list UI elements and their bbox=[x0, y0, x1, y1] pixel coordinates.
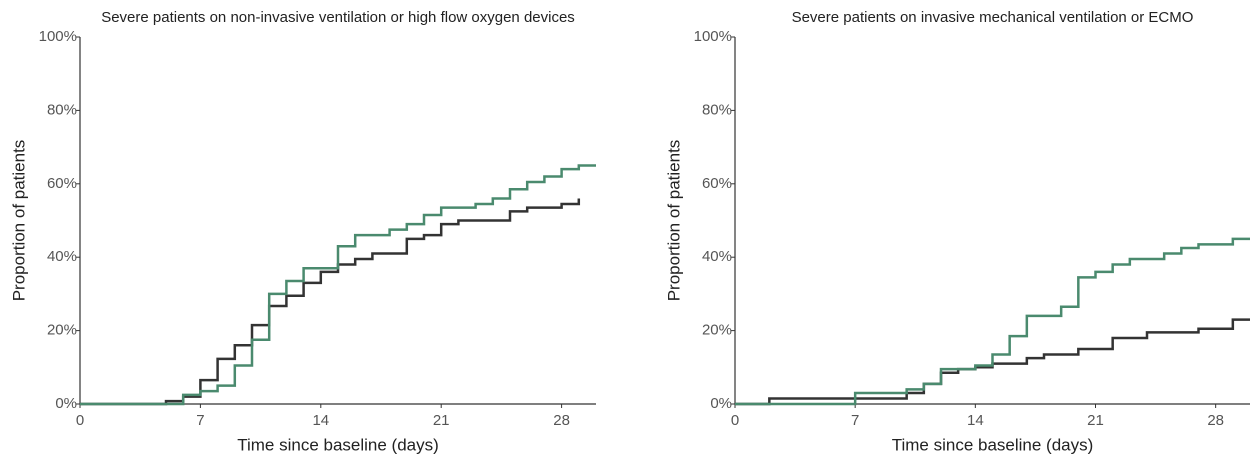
x-tick-label: 7 bbox=[196, 412, 204, 429]
x-tick-label: 28 bbox=[553, 412, 570, 429]
step-line bbox=[735, 318, 1250, 406]
y-tick-label: 60% bbox=[47, 175, 77, 192]
y-tick-label: 100% bbox=[694, 28, 732, 45]
y-axis-label: Proportion of patients bbox=[664, 140, 683, 302]
x-tick-label: 7 bbox=[851, 412, 859, 429]
x-tick-label: 0 bbox=[731, 412, 739, 429]
chart-title: Severe patients on non-invasive ventilat… bbox=[101, 9, 575, 26]
step-line bbox=[80, 198, 581, 406]
y-tick-label: 80% bbox=[702, 101, 732, 118]
x-tick-label: 21 bbox=[1087, 412, 1104, 429]
y-axis-label: Proportion of patients bbox=[9, 140, 28, 302]
x-tick-label: 14 bbox=[967, 412, 984, 429]
x-axis-label: Time since baseline (days) bbox=[892, 435, 1094, 454]
chart-title: Severe patients on invasive mechanical v… bbox=[792, 9, 1194, 26]
x-axis-label: Time since baseline (days) bbox=[237, 435, 439, 454]
y-tick-label: 40% bbox=[47, 248, 77, 265]
y-tick-label: 80% bbox=[47, 101, 77, 118]
y-tick-label: 0% bbox=[710, 395, 732, 412]
y-tick-label: 0% bbox=[55, 395, 77, 412]
step-line bbox=[735, 237, 1250, 406]
x-tick-label: 0 bbox=[76, 412, 84, 429]
y-tick-label: 100% bbox=[39, 28, 77, 45]
y-tick-label: 20% bbox=[47, 322, 77, 339]
y-tick-label: 20% bbox=[702, 322, 732, 339]
x-tick-label: 28 bbox=[1207, 412, 1224, 429]
y-tick-label: 60% bbox=[702, 175, 732, 192]
step-line bbox=[80, 164, 596, 406]
y-tick-label: 40% bbox=[702, 248, 732, 265]
x-tick-label: 21 bbox=[433, 412, 450, 429]
x-tick-label: 14 bbox=[312, 412, 329, 429]
